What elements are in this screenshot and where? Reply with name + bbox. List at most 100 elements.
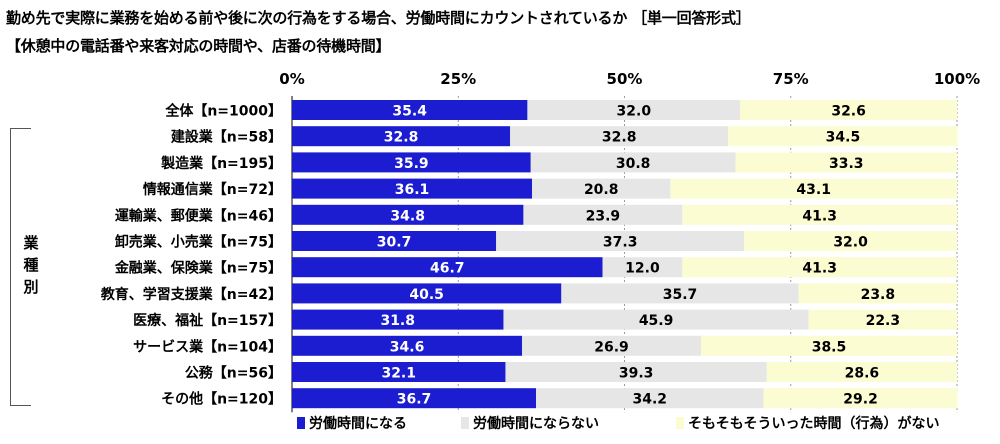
data-label: 32.6: [831, 104, 866, 120]
data-label: 12.0: [625, 261, 660, 277]
bar-segment: [510, 126, 729, 147]
data-label: 32.8: [384, 130, 419, 146]
data-label: 34.6: [390, 339, 425, 355]
bar-segment: [561, 283, 799, 304]
legend-swatch: [297, 417, 305, 429]
bar-segment: [798, 283, 957, 304]
data-label: 41.3: [802, 208, 837, 224]
data-label: 36.1: [395, 182, 430, 198]
bar-segment: [530, 152, 736, 173]
category-label: 卸売業、小売業【n=75】: [115, 234, 282, 251]
data-label: 29.2: [843, 392, 878, 408]
side-label-char: 種: [23, 256, 39, 274]
data-label: 35.4: [392, 104, 427, 120]
data-label: 36.7: [397, 392, 432, 408]
bar-segment: [740, 100, 957, 120]
bar-segment: [522, 335, 701, 356]
category-label: 情報通信業【n=72】: [143, 181, 282, 198]
category-label: 運輸業、郵便業【n=46】: [115, 207, 282, 224]
data-label: 34.8: [390, 208, 425, 224]
side-label-char: 業: [23, 234, 39, 252]
bar-segment: [808, 309, 957, 330]
chart-subtitle: 【休憩中の電話番や来客対応の時間や、店番の待機時間】: [6, 37, 391, 55]
data-label: 32.0: [617, 104, 652, 120]
legend-swatch: [676, 417, 684, 429]
bar-segment: [735, 152, 957, 173]
bar-segment: [682, 257, 957, 278]
x-tick-label: 100%: [934, 70, 980, 88]
bar-segment: [292, 204, 524, 225]
category-label: 医療、福祉【n=157】: [133, 312, 282, 329]
data-label: 32.0: [833, 235, 868, 251]
category-label: 公務【n=56】: [185, 365, 282, 382]
bar-segment: [292, 309, 504, 330]
data-label: 23.8: [861, 287, 896, 303]
legend-label: 労働時間になる: [309, 415, 407, 432]
x-tick-label: 0%: [279, 70, 304, 88]
bar-segment: [766, 362, 957, 382]
data-label: 43.1: [796, 182, 831, 198]
data-label: 35.9: [394, 156, 429, 172]
data-label: 35.7: [663, 287, 698, 303]
category-label: 教育、学習支援業【n=42】: [101, 286, 282, 303]
bar-segment: [292, 335, 523, 356]
data-label: 26.9: [594, 339, 629, 355]
category-label: その他【n=120】: [161, 391, 282, 408]
bar-segment: [728, 126, 958, 147]
bar-segment: [292, 178, 533, 199]
bar-segment: [292, 283, 562, 304]
bar-segment: [292, 362, 506, 382]
data-label: 40.5: [409, 287, 444, 303]
bar-segment: [532, 178, 671, 199]
data-label: 37.3: [603, 235, 638, 251]
legend-label: そもそもそういった時間（行為）がない: [688, 415, 939, 432]
bar-segment: [292, 388, 537, 409]
data-label: 23.9: [586, 208, 621, 224]
industry-group-bracket: [10, 128, 31, 406]
bar-segment: [292, 231, 497, 251]
category-label: サービス業【n=104】: [133, 338, 282, 355]
bar-segment: [602, 257, 683, 278]
bar-segment: [744, 231, 957, 251]
data-label: 31.8: [380, 313, 415, 329]
bar-segment: [505, 362, 767, 382]
data-label: 30.8: [616, 156, 651, 172]
data-label: 39.3: [619, 366, 654, 382]
bar-segment: [536, 388, 764, 409]
bar-segment: [763, 388, 958, 409]
bar-segment: [700, 335, 957, 356]
legend-swatch: [461, 417, 469, 429]
data-label: 45.9: [639, 313, 674, 329]
category-label: 金融業、保険業【n=75】: [114, 260, 282, 277]
data-label: 33.3: [829, 156, 864, 172]
bar-segment: [523, 204, 683, 225]
data-label: 28.6: [845, 366, 880, 382]
category-label: 建設業【n=58】: [171, 129, 282, 146]
data-label: 34.2: [632, 392, 667, 408]
x-tick-label: 75%: [773, 70, 809, 88]
data-label: 34.5: [826, 130, 861, 146]
data-label: 20.8: [584, 182, 619, 198]
side-label-char: 別: [23, 278, 39, 296]
bar-segment: [682, 204, 957, 225]
x-tick-label: 25%: [440, 70, 476, 88]
data-label: 41.3: [802, 261, 837, 277]
bar-segment: [292, 100, 528, 120]
industry-group-label: 業 種 別: [22, 232, 40, 298]
data-label: 38.5: [812, 339, 847, 355]
category-label: 製造業【n=195】: [160, 155, 282, 172]
bar-segment: [670, 178, 957, 199]
legend-label: 労働時間にならない: [473, 415, 599, 432]
x-tick-label: 50%: [607, 70, 643, 88]
chart-title: 勤め先で実際に業務を始める前や後に次の行為をする場合、労働時間にカウントされてい…: [6, 9, 751, 27]
bar-segment: [292, 152, 531, 173]
bar-segment: [527, 100, 741, 120]
data-label: 32.8: [602, 130, 637, 146]
data-label: 32.1: [381, 366, 416, 382]
bar-segment: [292, 126, 511, 147]
bar-segment: [496, 231, 745, 251]
bar-segment: [292, 257, 603, 278]
category-label: 全体【n=1000】: [164, 103, 282, 120]
data-label: 46.7: [430, 261, 465, 277]
